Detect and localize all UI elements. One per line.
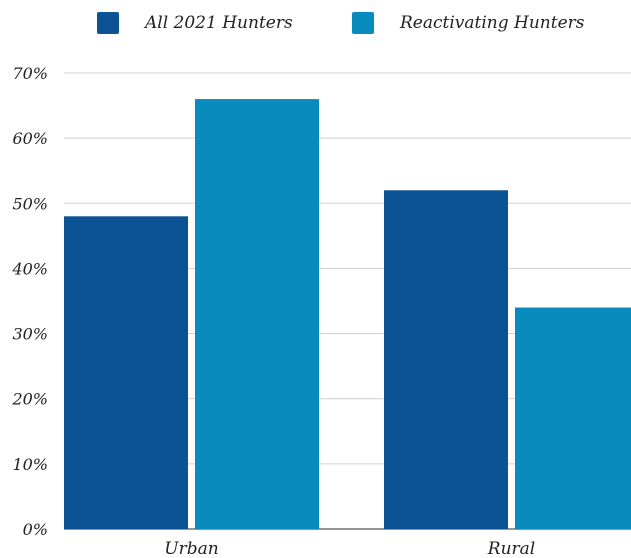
legend-label-all-2021-hunters: All 2021 Hunters <box>145 13 293 33</box>
legend-item-all-2021-hunters: All 2021 Hunters <box>97 12 293 34</box>
legend-label-reactivating-hunters: Reactivating Hunters <box>400 13 585 33</box>
y-tick-label-40: 40% <box>11 259 48 278</box>
x-tick-label-rural: Rural <box>487 539 535 558</box>
y-tick-label-20: 20% <box>11 390 48 409</box>
bar-rural-all-2021-hunters <box>384 190 508 529</box>
y-tick-label-50: 50% <box>12 194 48 213</box>
bar-urban-reactivating-hunters <box>195 99 319 530</box>
legend-swatch-all-2021-hunters <box>97 12 119 34</box>
y-tick-label-10: 10% <box>12 455 48 474</box>
y-tick-label-70: 70% <box>12 64 48 83</box>
y-tick-label-0: 0% <box>23 520 48 539</box>
legend-swatch-reactivating-hunters <box>352 12 374 34</box>
legend-item-reactivating-hunters: Reactivating Hunters <box>352 12 585 34</box>
y-tick-label-30: 30% <box>12 325 48 344</box>
x-tick-label-urban: Urban <box>164 539 218 558</box>
y-tick-label-60: 60% <box>12 129 48 148</box>
bar-urban-all-2021-hunters <box>64 216 188 530</box>
legend: All 2021 Hunters Reactivating Hunters <box>0 12 631 42</box>
bar-rural-reactivating-hunters <box>515 307 631 529</box>
